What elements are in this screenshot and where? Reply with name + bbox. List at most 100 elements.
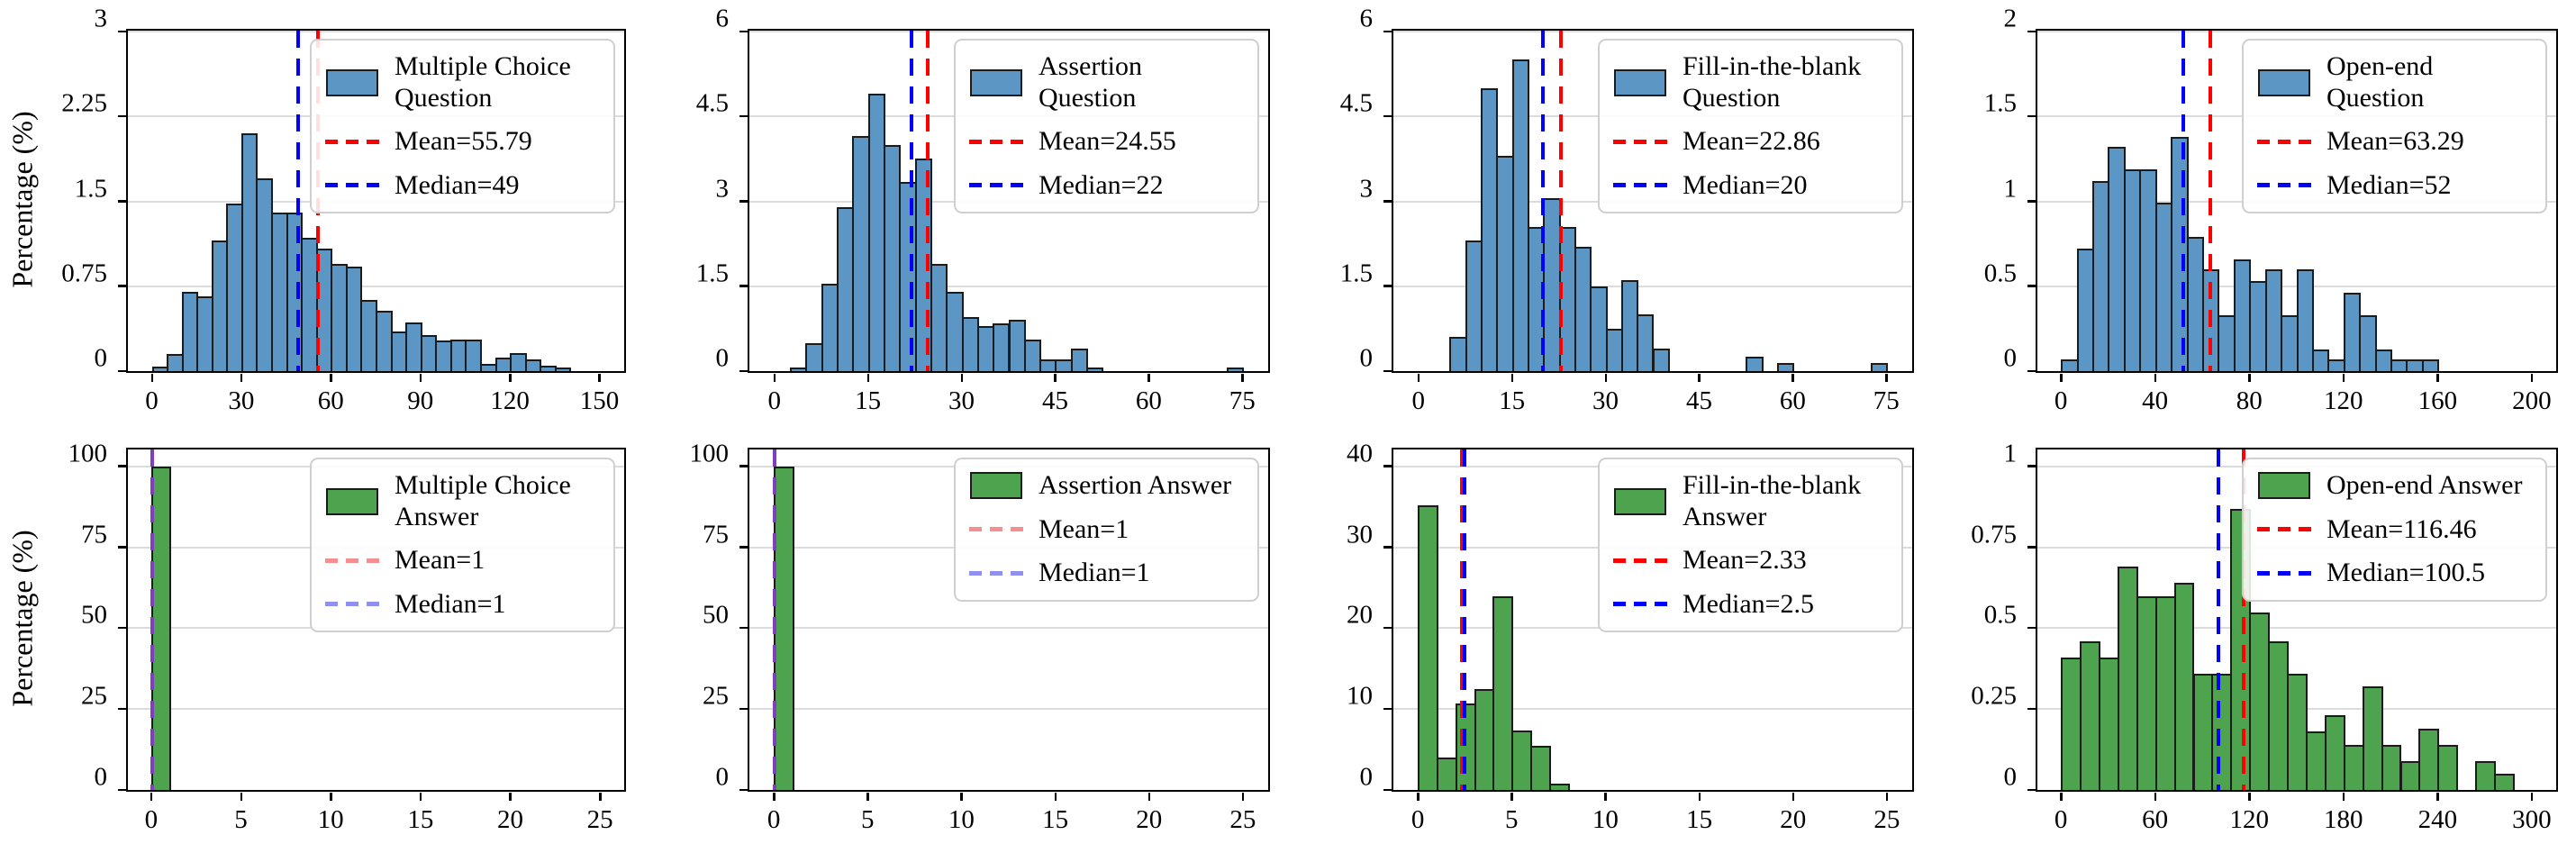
series-swatch-icon — [970, 68, 1022, 96]
legend-median-key — [1612, 602, 1668, 607]
histogram-bar — [2359, 314, 2377, 371]
mean-dash-icon — [2257, 139, 2311, 144]
x-tick-mark — [960, 373, 964, 382]
median-line — [2217, 449, 2221, 790]
legend-median-row: Median=52 — [2256, 170, 2529, 202]
histogram-bar — [2305, 731, 2327, 790]
legend-series-row: Fill-in-the-blank Question — [1612, 51, 1885, 113]
legend-series-row: Assertion Answer — [968, 470, 1241, 502]
histogram-bar — [1511, 59, 1529, 371]
y-tick-mark — [2027, 626, 2036, 630]
histogram-bar — [1023, 340, 1042, 371]
y-tick-mark — [739, 546, 748, 549]
legend-mean-label: Mean=22.86 — [1683, 126, 1820, 156]
histogram-bar — [1474, 688, 1495, 790]
y-tick-label: 1.5 — [74, 174, 107, 203]
legend-median-label: Median=2.5 — [1683, 588, 1815, 619]
x-tick-mark — [509, 792, 512, 801]
x-tick-label: 5 — [234, 805, 248, 834]
plot-area-multiple-choice-question: 0 0.75 1.5 2.25 3 0 30 60 90 120 150 Multiple Choic… — [61, 5, 626, 414]
series-swatch-icon — [970, 472, 1022, 500]
y-gridline — [749, 708, 1268, 711]
legend-series-label: Open-end Question — [2327, 51, 2434, 113]
x-tick-label: 15 — [1686, 805, 1713, 834]
legend-mean-key — [2256, 527, 2312, 532]
mean-dash-icon — [969, 139, 1023, 144]
y-tick-mark — [1383, 285, 1392, 287]
legend-mean-key — [1612, 139, 1668, 144]
x-tick-mark — [1147, 792, 1151, 801]
x-tick-label: 45 — [1685, 386, 1712, 415]
y-gridline — [749, 31, 1268, 32]
x-tick-mark — [1241, 792, 1245, 801]
mean-median-overlap-line — [150, 449, 154, 790]
x-tick-label: 20 — [1780, 805, 1807, 834]
legend-median-key — [324, 602, 380, 607]
histogram-bar — [1637, 314, 1655, 371]
x-tick-label: 0 — [2054, 805, 2068, 834]
x-tick-mark — [1604, 792, 1607, 801]
y-gridline — [749, 627, 1268, 630]
legend-series-label: Open-end Answer — [2327, 470, 2523, 500]
legend-series-key — [324, 487, 380, 515]
y-tick-mark — [2027, 707, 2036, 711]
x-tick-label: 240 — [2417, 805, 2458, 834]
legend-series-key — [2256, 472, 2312, 500]
x-tick-mark — [1417, 373, 1420, 382]
plot-area-open-end-answer: 0 0.25 0.5 0.75 1 0 60 120 180 240 300 Open-end Ans… — [1971, 440, 2558, 833]
median-dash-icon — [1613, 183, 1667, 188]
y-tick-label: 0.75 — [61, 259, 107, 288]
histogram-bar — [1652, 348, 1670, 371]
x-tick-label: 10 — [1592, 805, 1619, 834]
x-tick-label: 150 — [579, 386, 620, 415]
histogram-bar — [2324, 715, 2345, 790]
y-tick-label: 0 — [2003, 762, 2018, 792]
legend-mean-label: Mean=116.46 — [2327, 513, 2477, 544]
legend-series-key — [968, 472, 1024, 500]
y-tick-mark — [739, 200, 748, 203]
legend-series-row: Multiple Choice Answer — [324, 470, 597, 532]
histogram-bar — [2268, 640, 2290, 790]
y-gridline — [2037, 31, 2556, 32]
y-tick-label: 50 — [703, 600, 729, 630]
legend-multiple-choice-question: Multiple Choice Question Mean=55.79 Median… — [310, 39, 615, 213]
legend-series-row: Fill-in-the-blank Answer — [1612, 470, 1885, 532]
x-tick-label: 15 — [1499, 386, 1526, 415]
x-tick-label: 75 — [1873, 386, 1900, 415]
legend-assertion-answer: Assertion Answer Mean=1 Median=1 — [954, 458, 1259, 602]
legend-median-key — [2256, 183, 2312, 188]
median-dash-icon — [969, 570, 1023, 576]
x-tick-mark — [419, 373, 422, 382]
series-swatch-icon — [326, 68, 378, 96]
x-tick-mark — [1698, 792, 1701, 801]
y-tick-mark — [1383, 788, 1392, 791]
y-tick-mark — [739, 285, 748, 287]
y-tick-mark — [117, 200, 126, 203]
histogram-bar — [2494, 774, 2515, 790]
x-tick-mark — [866, 373, 870, 382]
legend-series-key — [1612, 487, 1668, 515]
y-tick-mark — [117, 546, 126, 549]
mean-dash-icon — [325, 139, 379, 144]
x-tick-mark — [1791, 373, 1794, 382]
legend-median-key — [968, 183, 1024, 188]
median-dash-icon — [969, 183, 1023, 188]
histogram-bar — [1492, 595, 1514, 790]
legend-series-key — [2256, 68, 2312, 96]
y-tick-mark — [117, 285, 126, 287]
x-tick-mark — [330, 373, 332, 382]
legend-mean-key — [2256, 139, 2312, 144]
mean-dash-icon — [325, 558, 379, 563]
x-tick-label: 25 — [1229, 805, 1256, 834]
y-tick-mark — [739, 707, 748, 711]
x-tick-label: 80 — [2236, 386, 2263, 415]
histogram-bar — [2381, 744, 2402, 790]
median-line — [1463, 449, 1467, 790]
x-tick-mark — [150, 792, 153, 801]
legend-series-label: Multiple Choice Question — [395, 51, 571, 113]
median-line — [2181, 31, 2186, 371]
histogram-bar — [2117, 567, 2138, 790]
x-tick-label: 15 — [1042, 805, 1069, 834]
legend-mean-label: Mean=2.33 — [1683, 545, 1807, 575]
median-dash-icon — [325, 183, 379, 188]
